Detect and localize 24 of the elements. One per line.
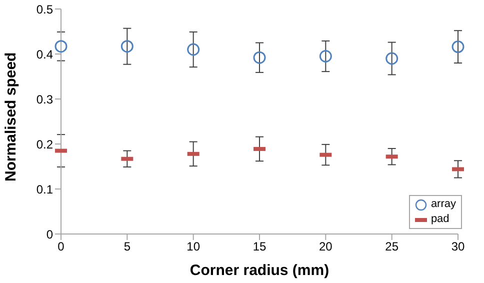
y-tick-label: 0.3 — [36, 92, 54, 106]
x-tick-label: 30 — [451, 240, 465, 254]
point — [452, 40, 464, 54]
point — [187, 43, 200, 56]
x-axis-title: Corner radius (mm) — [190, 262, 330, 279]
legend-label: array — [430, 197, 456, 212]
y-tick-label: 0.4 — [36, 47, 54, 62]
x-tick-label: 15 — [252, 240, 266, 254]
point — [386, 52, 398, 65]
x-tick-label: 25 — [385, 240, 399, 254]
y-tick-label: 0.5 — [36, 2, 54, 16]
y-tick-label: 0.1 — [36, 182, 54, 196]
x-tick-label: 10 — [186, 240, 200, 254]
point — [319, 50, 332, 62]
x-tick-label: 5 — [124, 240, 131, 254]
y-axis-title: Normalised speed — [2, 52, 20, 182]
x-tick-label: 20 — [318, 240, 333, 254]
y-tick-label: 0 — [46, 227, 54, 242]
legend-label: pad — [430, 212, 450, 227]
point — [253, 51, 266, 64]
x-tick-label: 0 — [58, 240, 65, 254]
point — [54, 40, 68, 53]
y-tick-label: 0.2 — [36, 137, 54, 152]
point — [120, 40, 134, 53]
